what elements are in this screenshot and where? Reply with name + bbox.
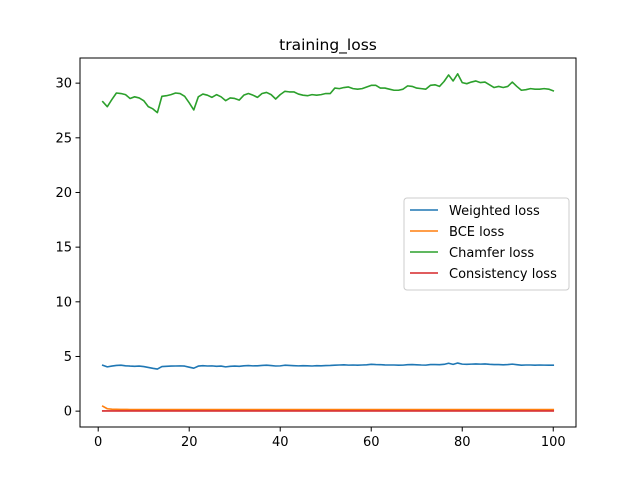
x-tick-label: 0: [94, 435, 102, 450]
y-tick-label: 30: [55, 77, 72, 92]
series-layer: [101, 73, 555, 412]
chart-title: training_loss: [279, 36, 377, 55]
legend-label-weighted-loss: Weighted loss: [449, 204, 540, 219]
y-tick-label: 25: [55, 131, 72, 146]
series-line-weighted-loss: [101, 362, 555, 370]
y-tick-label: 20: [55, 186, 72, 201]
y-tick-label: 5: [64, 350, 72, 365]
legend-label-bce-loss: BCE loss: [449, 225, 504, 240]
legend-label-consistency-loss: Consistency loss: [449, 267, 557, 282]
legend-label-chamfer-loss: Chamfer loss: [449, 246, 534, 261]
series-line-chamfer-loss: [101, 73, 555, 114]
plot-frame: [79, 57, 577, 428]
y-tick-label: 0: [64, 405, 72, 420]
series-line-bce-loss: [101, 405, 555, 411]
x-tick-label: 60: [363, 435, 380, 450]
y-tick-label: 15: [55, 241, 72, 256]
x-tick-label: 40: [272, 435, 289, 450]
ticks-layer: 0 20 40 60 80 100 0 5 10 15 20 25 30: [55, 77, 565, 450]
legend: Weighted loss BCE loss Chamfer loss Consist…: [403, 197, 570, 291]
x-tick-label: 80: [454, 435, 471, 450]
x-tick-label: 20: [181, 435, 198, 450]
y-tick-label: 10: [55, 295, 72, 310]
x-tick-label: 100: [541, 435, 566, 450]
legend-box: [403, 197, 570, 291]
